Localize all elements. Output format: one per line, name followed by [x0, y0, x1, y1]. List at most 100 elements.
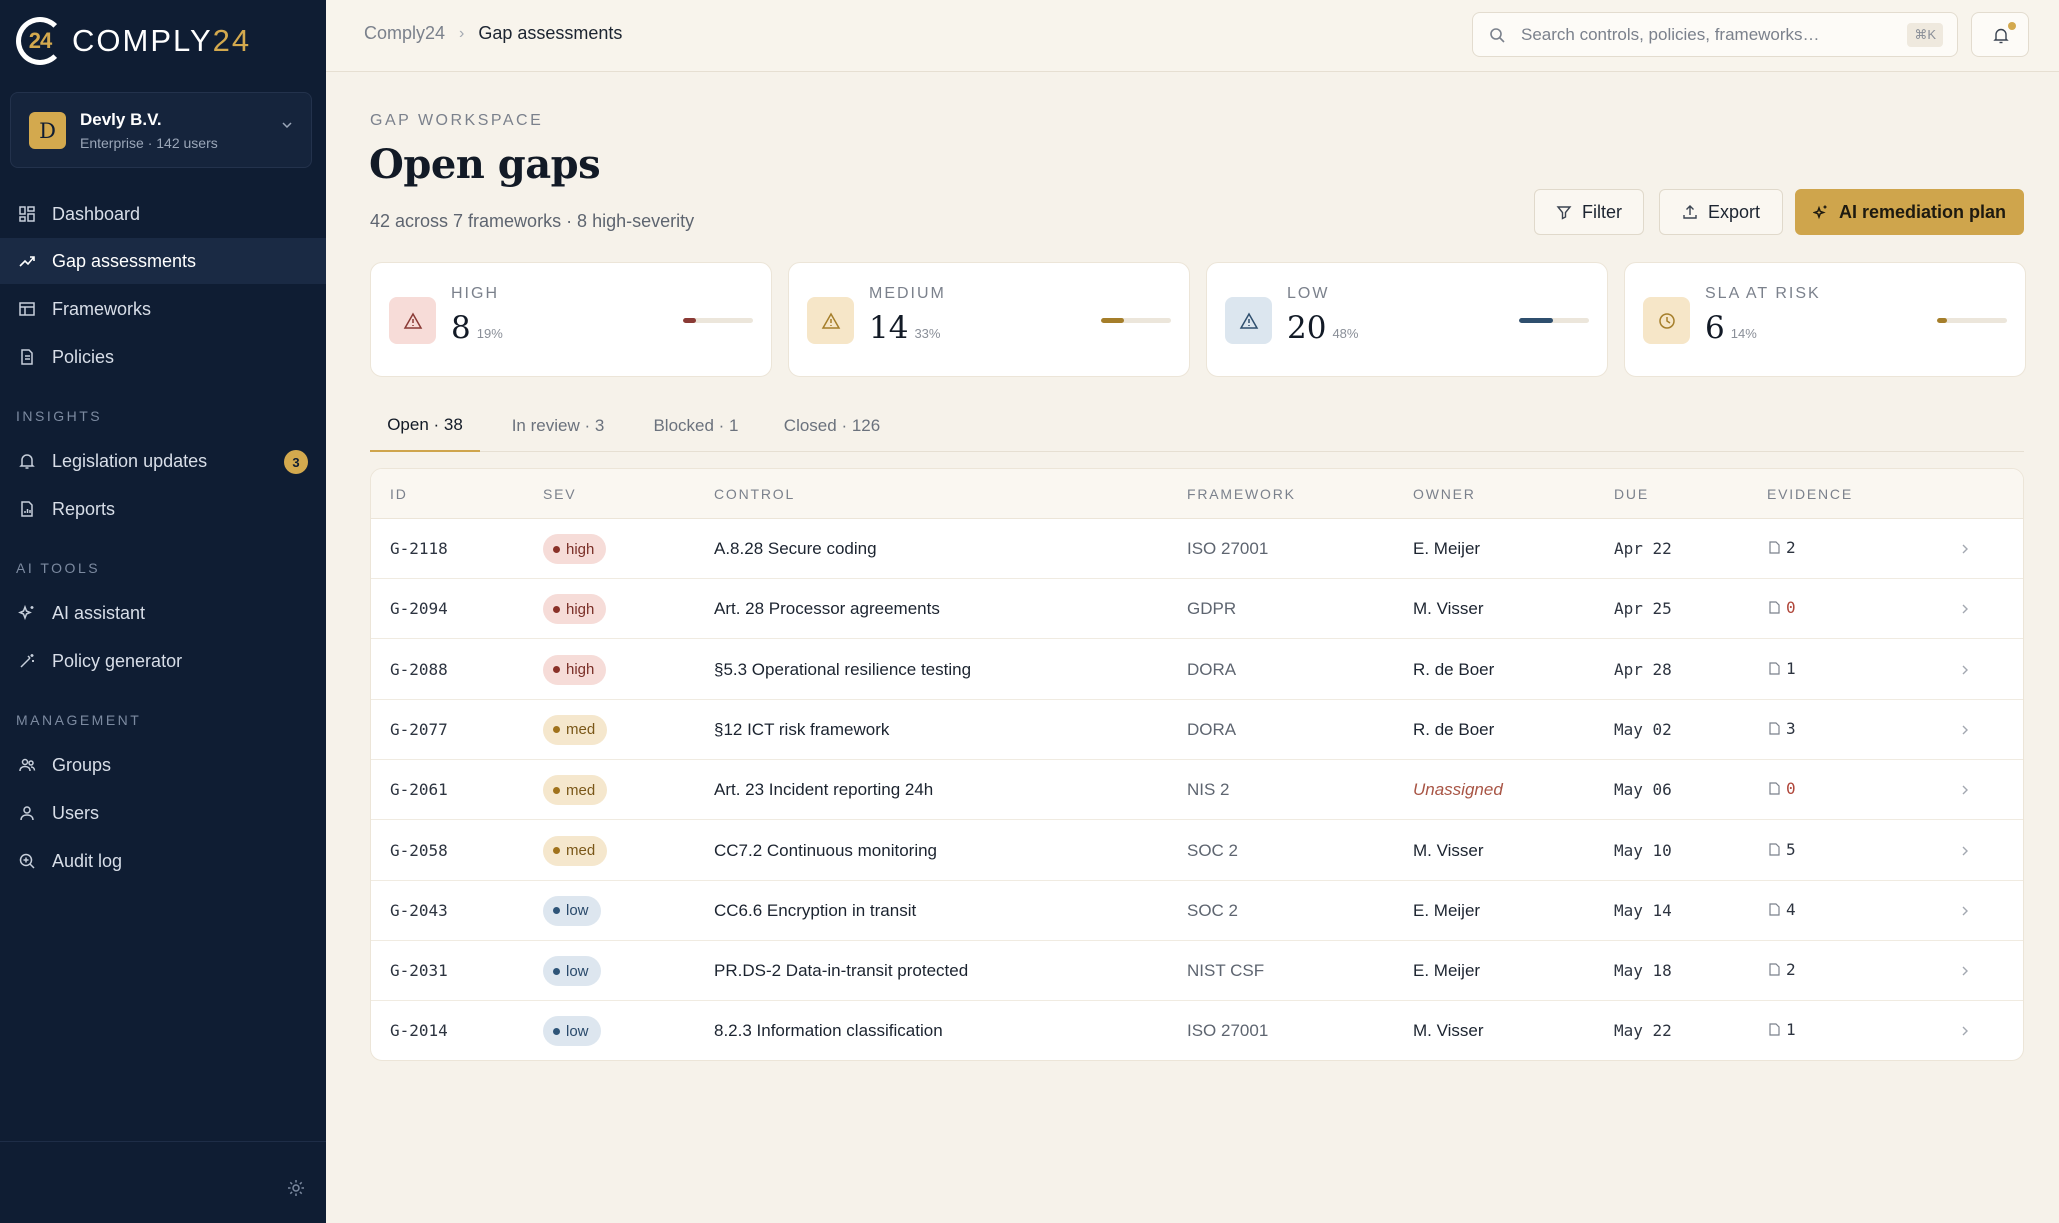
control-name[interactable]: Art. 28 Processor agreements — [714, 599, 940, 619]
gap-id[interactable]: G-2031 — [390, 961, 448, 981]
gap-id[interactable]: G-2061 — [390, 780, 448, 800]
tab-in-review[interactable]: In review · 3 — [511, 416, 605, 435]
gap-id[interactable]: G-2014 — [390, 1021, 448, 1041]
sidebar-item-gap-assessments[interactable]: Gap assessments — [0, 238, 326, 284]
table-row[interactable]: G-2058 med CC7.2 Continuous monitoring SOC … — [371, 821, 2023, 881]
control-name[interactable]: Art. 23 Incident reporting 24h — [714, 780, 934, 800]
table-row[interactable]: G-2094 high Art. 28 Processor agreements GD… — [371, 579, 2023, 640]
stat-card-sla-at-risk[interactable]: SLA AT RISK 6 14% — [1624, 262, 2026, 377]
logo-mark-icon: 24 — [16, 17, 64, 65]
sidebar-item-legislation-updates[interactable]: Legislation updates 3 — [0, 438, 326, 484]
stat-card-high[interactable]: HIGH 8 19% — [370, 262, 772, 377]
ai-remediation-plan-button[interactable]: AI remediation plan — [1795, 189, 2024, 235]
table-row[interactable]: G-2031 low PR.DS-2 Data-in-transit protect… — [371, 941, 2023, 1002]
table-row[interactable]: G-2043 low CC6.6 Encryption in transit SOC … — [371, 881, 2023, 941]
warning-icon — [1239, 311, 1258, 329]
evidence-count-value: 3 — [1786, 718, 1796, 738]
control-name[interactable]: CC6.6 Encryption in transit — [714, 900, 917, 920]
wand-icon — [20, 654, 34, 668]
table-row[interactable]: G-2077 med §12 ICT risk framework DORA R. de… — [371, 700, 2023, 760]
control-name[interactable]: A.8.28 Secure coding — [714, 539, 877, 558]
file-icon — [1769, 782, 1780, 795]
control-name[interactable]: §12 ICT risk framework — [714, 719, 890, 739]
due-date: Apr 28 — [1614, 659, 1672, 679]
sidebar-item-policies[interactable]: Policies — [0, 334, 326, 380]
org-subtitle: Enterprise · 142 users — [80, 135, 218, 151]
chevron-right-icon[interactable] — [1961, 1025, 1969, 1037]
sidebar-item-users[interactable]: Users — [0, 790, 326, 836]
framework-name: NIS 2 — [1187, 780, 1230, 800]
gap-id[interactable]: G-2043 — [390, 900, 448, 920]
chevron-right-icon[interactable] — [1961, 603, 1969, 615]
evidence-count-value: 1 — [1786, 1020, 1796, 1040]
breadcrumb-root[interactable]: Comply24 — [364, 23, 446, 43]
filter-button[interactable]: Filter — [1534, 189, 1644, 235]
chevron-right-icon[interactable] — [1961, 664, 1969, 676]
stat-card-medium[interactable]: MEDIUM 14 33% — [788, 262, 1190, 377]
column-header-sev[interactable]: SEV — [543, 486, 577, 502]
stat-value: 20 48% — [1287, 310, 1358, 346]
chevron-right-icon[interactable] — [1961, 845, 1969, 857]
evidence-count: 1 — [1769, 659, 1796, 678]
tab-blocked[interactable]: Blocked · 1 — [653, 416, 739, 435]
framework-name: ISO 27001 — [1187, 1021, 1269, 1041]
control-name[interactable]: CC7.2 Continuous monitoring — [714, 840, 938, 860]
sidebar-item-label: Audit log — [52, 850, 123, 871]
sidebar-item-frameworks[interactable]: Frameworks — [0, 286, 326, 332]
chevron-right-icon[interactable] — [1961, 724, 1969, 736]
sidebar: 24 COMPLY24 D Devly B.V. Enterprise · 14… — [0, 0, 326, 1223]
stat-card-low[interactable]: LOW 20 48% — [1206, 262, 1608, 377]
notifications-button[interactable] — [1971, 12, 2029, 57]
tab-open[interactable]: Open · 38 — [370, 400, 480, 452]
table-row[interactable]: G-2088 high §5.3 Operational resilience te… — [371, 640, 2023, 700]
sidebar-item-dashboard[interactable]: Dashboard — [0, 191, 326, 237]
evidence-count: 5 — [1769, 840, 1796, 859]
owner-name: E. Meijer — [1413, 900, 1481, 920]
gap-id[interactable]: G-2094 — [390, 599, 448, 619]
control-name[interactable]: PR.DS-2 Data-in-transit protected — [714, 961, 969, 981]
sidebar-item-groups[interactable]: Groups — [0, 742, 326, 788]
search-input[interactable] — [1521, 13, 1891, 56]
table-row[interactable]: G-2014 low 8.2.3 Information classificatio… — [371, 1001, 2023, 1060]
sidebar-item-reports[interactable]: Reports — [0, 486, 326, 532]
chevron-right-icon[interactable] — [1961, 784, 1969, 796]
logo[interactable]: 24 COMPLY24 — [16, 16, 251, 66]
export-button[interactable]: Export — [1659, 189, 1783, 235]
framework-name: GDPR — [1187, 599, 1237, 619]
gap-id[interactable]: G-2058 — [390, 840, 448, 860]
evidence-count: 1 — [1769, 1020, 1796, 1039]
file-icon — [1769, 903, 1780, 916]
org-switcher[interactable]: D Devly B.V. Enterprise · 142 users — [10, 92, 312, 168]
sidebar-item-audit-log[interactable]: Audit log — [0, 838, 326, 884]
page-subtitle: 42 across 7 frameworks · 8 high-severity — [370, 211, 695, 231]
search-icon — [1490, 28, 1505, 43]
sidebar-item-ai-assistant[interactable]: AI assistant — [0, 590, 326, 636]
due-date: May 18 — [1614, 961, 1672, 981]
stat-count: 20 — [1287, 310, 1327, 346]
chevron-right-icon[interactable] — [1961, 965, 1969, 977]
control-name[interactable]: §5.3 Operational resilience testing — [714, 659, 972, 679]
report-icon — [21, 501, 33, 517]
gap-id[interactable]: G-2088 — [390, 659, 448, 679]
gap-id[interactable]: G-2118 — [390, 539, 448, 558]
tab-closed[interactable]: Closed · 126 — [783, 416, 881, 435]
column-header-owner[interactable]: OWNER — [1413, 486, 1476, 502]
table-row[interactable]: G-2061 med Art. 23 Incident reporting 24h N… — [371, 760, 2023, 821]
gap-id[interactable]: G-2077 — [390, 719, 448, 739]
audit-icon — [19, 853, 35, 869]
gear-icon[interactable] — [286, 1178, 306, 1198]
chevron-right-icon[interactable] — [1961, 905, 1969, 917]
framework-name: SOC 2 — [1187, 840, 1239, 860]
column-header-framework[interactable]: FRAMEWORK — [1187, 486, 1296, 502]
column-header-evidence[interactable]: EVIDENCE — [1767, 486, 1853, 502]
table-row[interactable]: G-2118 high A.8.28 Secure coding ISO 27001 E… — [371, 519, 2023, 579]
column-header-due[interactable]: DUE — [1614, 486, 1649, 502]
breadcrumb-current: Gap assessments — [478, 23, 623, 43]
sidebar-item-policy-generator[interactable]: Policy generator — [0, 638, 326, 684]
control-name[interactable]: 8.2.3 Information classification — [714, 1021, 943, 1041]
column-header-control[interactable]: CONTROL — [714, 486, 796, 502]
chevron-right-icon[interactable] — [1961, 543, 1969, 555]
column-header-id[interactable]: ID — [390, 486, 408, 502]
owner-name: Unassigned — [1413, 780, 1503, 800]
stat-percent: 19% — [476, 326, 503, 341]
